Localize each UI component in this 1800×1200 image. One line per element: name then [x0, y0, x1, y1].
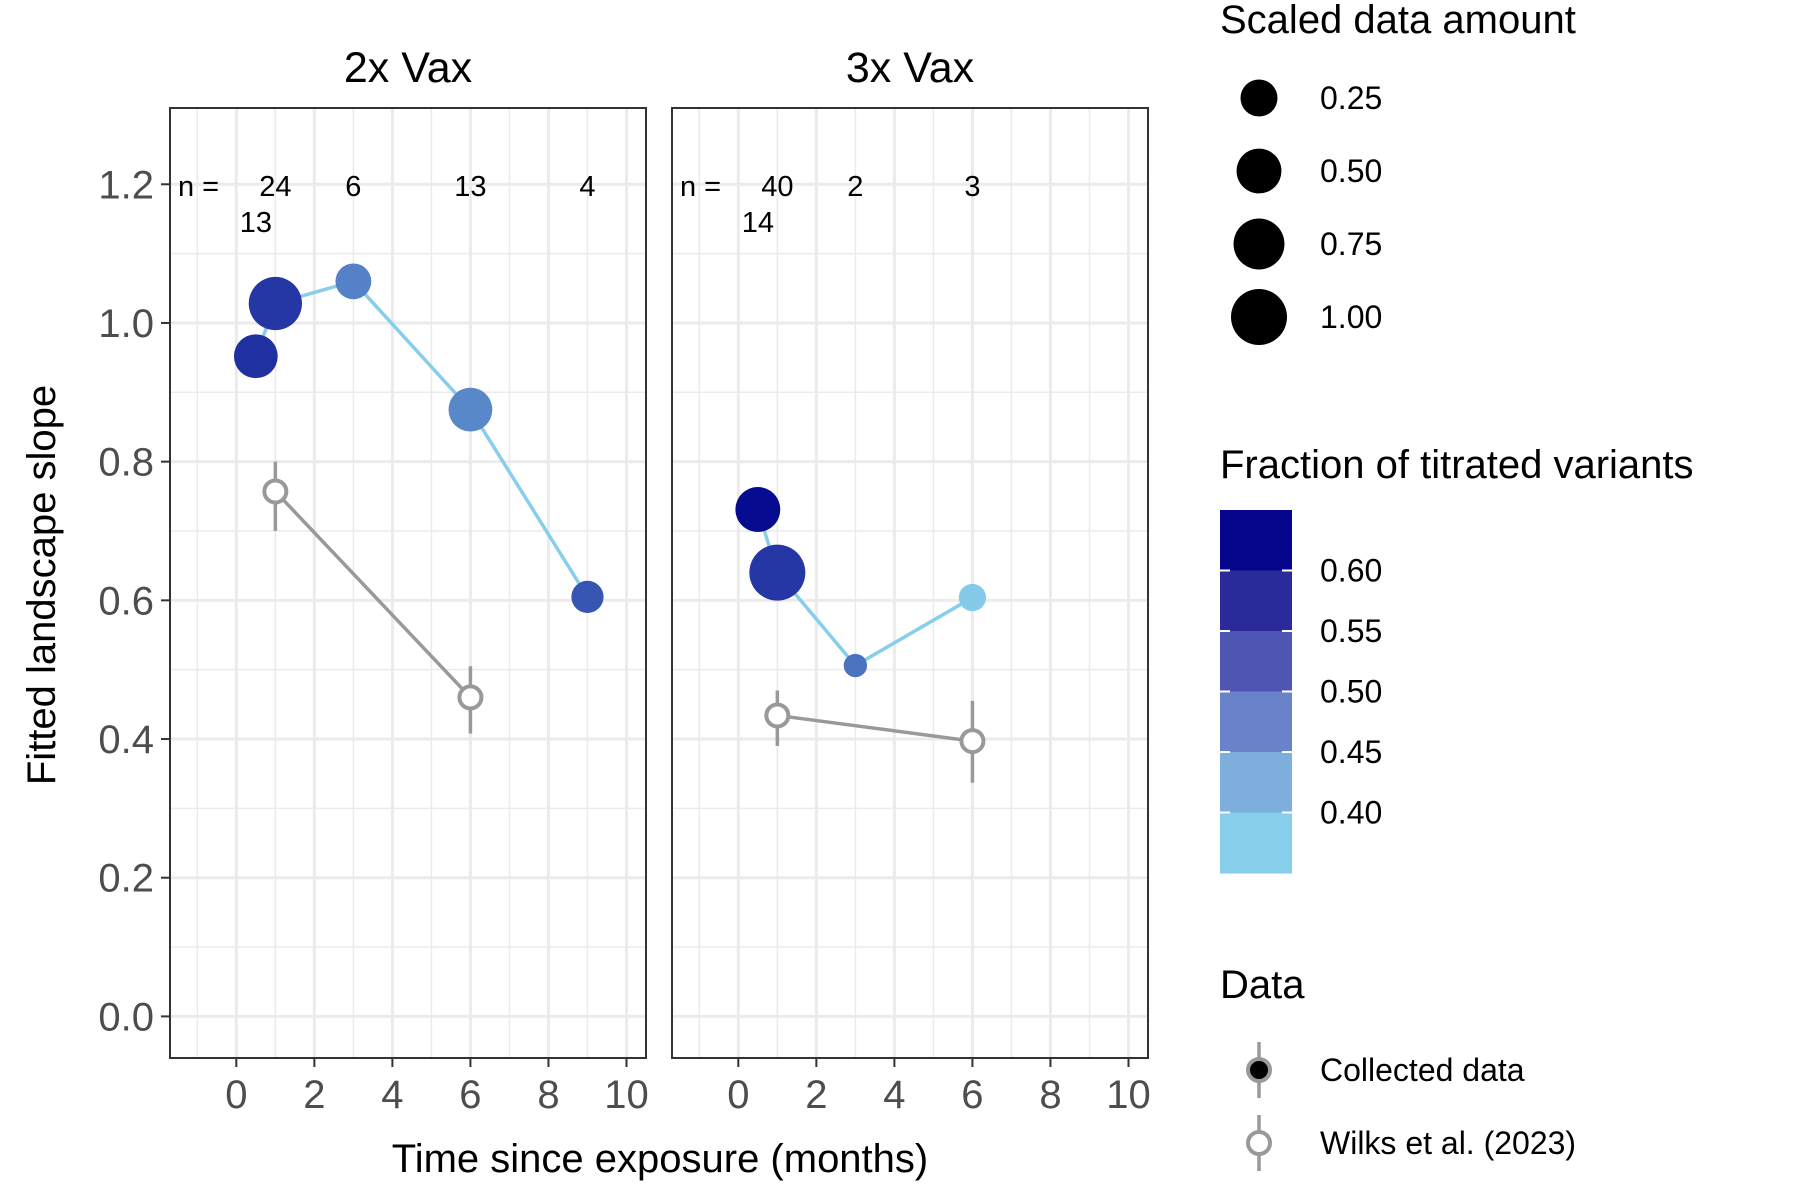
- n-count-label: 2: [847, 171, 863, 203]
- collected-point: [448, 387, 493, 432]
- color-legend-entries: 0.60 0.55 0.50 0.45 0.40: [1220, 510, 1382, 874]
- y-tick-label: 0.6: [98, 579, 154, 623]
- collected-point: [233, 334, 278, 379]
- wilks-point: [457, 684, 484, 711]
- gridlines: [170, 108, 646, 1058]
- y-tick-label: 0.8: [98, 441, 154, 485]
- data-legend-collected-key: [1246, 1057, 1272, 1083]
- x-axis-title: Time since exposure (months): [392, 1137, 928, 1181]
- color-legend-bin: [1220, 691, 1292, 753]
- x-tick-label: 2: [303, 1073, 325, 1117]
- color-legend-bin: [1220, 812, 1292, 874]
- n-count-label: 13: [240, 207, 272, 239]
- x-tick-label: 10: [1106, 1073, 1151, 1117]
- wilks-point: [764, 702, 791, 729]
- color-legend-label: 0.50: [1320, 674, 1382, 710]
- n-count-label: 24: [259, 171, 291, 203]
- facet-title: 3x Vax: [846, 44, 975, 92]
- color-legend-bin: [1220, 752, 1292, 813]
- collected-point: [335, 263, 372, 300]
- color-legend-bin: [1220, 631, 1292, 692]
- color-legend: Fraction of titrated variants 0.600.550.…: [1220, 443, 1694, 874]
- y-tick-label: 0.2: [98, 857, 154, 901]
- n-count-label: 13: [454, 171, 486, 203]
- collected-series-line: [756, 508, 974, 668]
- y-tick-label: 0.0: [98, 995, 154, 1039]
- facet-panel: 3x Vax 0 2 4 6 8 10 n = 14 40 2 3: [671, 44, 1151, 1117]
- size-legend-label: 1.00: [1320, 299, 1382, 335]
- size-legend: Scaled data amount 0.25 0.50 0.75 1.00: [1220, 0, 1576, 345]
- collected-point: [735, 487, 781, 532]
- n-count-label: 4: [579, 171, 595, 203]
- size-legend-key: [1236, 148, 1282, 194]
- panel-border: [169, 107, 647, 1059]
- color-legend-bin: [1220, 510, 1292, 571]
- size-legend-label: 0.50: [1320, 153, 1382, 189]
- color-legend-title: Fraction of titrated variants: [1220, 443, 1694, 487]
- n-count-prefix: n =: [178, 171, 219, 203]
- x-tick-label: 0: [727, 1073, 749, 1117]
- color-legend-bin: [1220, 570, 1292, 632]
- x-tick-label: 2: [805, 1073, 827, 1117]
- gridlines: [672, 108, 1148, 1058]
- x-tick-label: 8: [1039, 1073, 1061, 1117]
- x-tick-label: 10: [604, 1073, 649, 1117]
- data-legend-label: Collected data: [1320, 1052, 1525, 1088]
- x-tick-label: 4: [883, 1073, 905, 1117]
- n-count-label: 6: [345, 171, 361, 203]
- size-legend-entries: 0.25 0.50 0.75 1.00: [1231, 79, 1382, 345]
- color-legend-label: 0.40: [1320, 795, 1382, 831]
- x-tick-label: 4: [381, 1073, 403, 1117]
- collected-point: [958, 583, 987, 612]
- data-legend-entries: Collected data Wilks et al. (2023): [1246, 1042, 1576, 1171]
- size-legend-title: Scaled data amount: [1220, 0, 1576, 42]
- y-axis-title: Fitted landscape slope: [20, 385, 64, 785]
- y-tick-label: 1.2: [98, 163, 154, 207]
- size-legend-key: [1231, 289, 1287, 345]
- wilks-point: [959, 728, 986, 755]
- size-legend-key: [1233, 218, 1285, 270]
- y-tick-label: 1.0: [98, 302, 154, 346]
- facet-title: 2x Vax: [344, 44, 473, 92]
- data-legend-title: Data: [1220, 963, 1305, 1007]
- color-legend-label: 0.45: [1320, 734, 1382, 770]
- y-tick-label: 0.4: [98, 718, 154, 762]
- x-tick-label: 6: [459, 1073, 481, 1117]
- data-legend: Data Collected data Wilks et al. (2023): [1220, 963, 1576, 1171]
- collected-point: [571, 580, 604, 613]
- data-legend-wilks-key: [1246, 1130, 1272, 1156]
- y-axis: 0.0 0.2 0.4 0.6 0.8 1.0 1.2: [98, 163, 170, 1039]
- wilks-series-line: [274, 490, 472, 699]
- wilks-point: [262, 478, 289, 505]
- size-legend-key: [1240, 79, 1278, 117]
- x-tick-label: 6: [961, 1073, 983, 1117]
- collected-point: [843, 653, 868, 678]
- n-count-label: 40: [761, 171, 793, 203]
- wilks-series-line: [777, 713, 973, 743]
- collected-point: [248, 276, 302, 331]
- x-tick-label: 8: [537, 1073, 559, 1117]
- n-count-label: 14: [742, 207, 774, 239]
- n-count-label: 3: [964, 171, 980, 203]
- x-tick-label: 0: [225, 1073, 247, 1117]
- panel-border: [671, 107, 1149, 1059]
- color-legend-label: 0.60: [1320, 553, 1382, 589]
- collected-point: [749, 544, 806, 601]
- data-legend-label: Wilks et al. (2023): [1320, 1125, 1576, 1161]
- size-legend-label: 0.75: [1320, 226, 1382, 262]
- size-legend-label: 0.25: [1320, 80, 1382, 116]
- legend: Scaled data amount 0.25 0.50 0.75 1.00 Frac…: [1220, 0, 1694, 1171]
- color-legend-label: 0.55: [1320, 613, 1382, 649]
- n-count-prefix: n =: [680, 171, 721, 203]
